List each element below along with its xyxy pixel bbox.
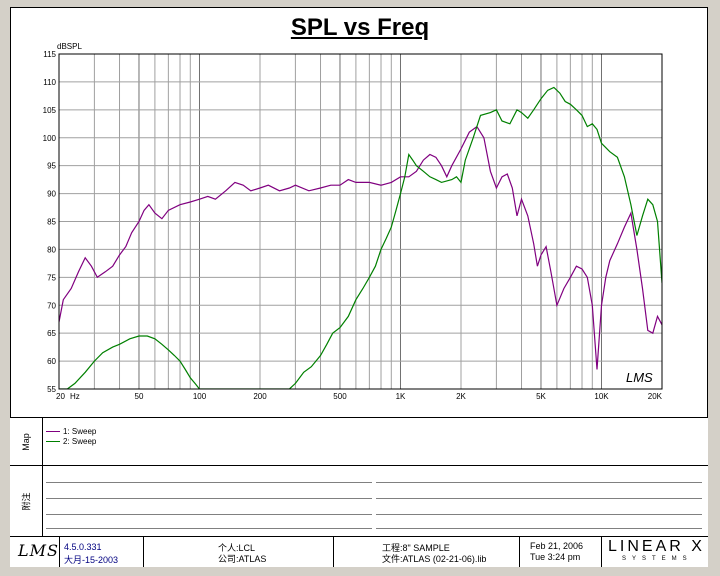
plot-border [58,53,663,390]
chart-grid [58,53,663,390]
project-label: 工程: [382,543,403,553]
footer-project-cell: 工程:8" SAMPLE 文件:ATLAS (02-21-06).lib [334,537,520,567]
map-label: Map [20,433,31,451]
note-line[interactable] [46,498,372,499]
notes-label: 附注 [21,492,32,511]
y-tick-label: 110 [43,78,56,87]
footer-date-cell: Feb 21, 2006 Tue 3:24 pm [520,537,602,567]
project-value: 8" SAMPLE [402,543,450,553]
series-line-1 [59,125,662,370]
x-tick-label: 10K [594,392,609,401]
y-tick-label: 70 [47,301,56,310]
note-line[interactable] [46,514,372,515]
x-axis-unit: Hz [70,392,80,401]
y-tick-label: 65 [47,329,56,338]
notes-label-box: 附注 [10,466,43,537]
x-tick-label: 1K [396,392,406,401]
version-date: 大月-15-2003 [64,555,119,565]
x-tick-label: 500 [333,392,347,401]
footer-logo-cell: LMS [10,537,60,567]
y-tick-label: 95 [47,162,56,171]
company-label: 公司: [218,554,239,564]
note-line[interactable] [376,528,702,529]
footer: LMS 4.5.0.331 大月-15-2003 个人:LCL 公司:ATLAS… [10,536,708,567]
y-tick-label: 100 [43,134,57,143]
y-tick-label: 55 [47,385,56,394]
version-text: 4.5.0.331 [64,542,102,552]
note-line[interactable] [376,482,702,483]
y-axis-label: dBSPL [57,42,82,51]
map-label-box: Map [10,418,43,466]
y-tick-label: 75 [47,273,56,282]
note-line[interactable] [376,498,702,499]
x-tick-label: 200 [253,392,267,401]
map-panel: Map 1: Sweep 2: Sweep [10,417,708,466]
y-tick-label: 105 [43,106,57,115]
footer-person-cell: 个人:LCL 公司:ATLAS [144,537,334,567]
chart-tick-labels: 55 60 65 70 75 80 85 90 95 100 105 110 115 20 50 100 200… [43,50,663,401]
legend-swatch-2 [46,440,60,442]
file-label: 文件: [382,554,403,564]
footer-vendor-cell: LINEAR X SYSTEMS [602,537,708,567]
y-tick-label: 85 [47,218,56,227]
y-tick-label: 115 [43,50,56,59]
lms-logo: LMS [18,541,59,560]
x-tick-label: 20 [56,392,65,401]
note-line[interactable] [46,528,372,529]
legend-item[interactable]: 1: Sweep [46,426,96,436]
file-row: 文件:ATLAS (02-21-06).lib [382,552,486,565]
x-tick-label: 100 [193,392,207,401]
series-line-2 [59,86,662,389]
company-value: ATLAS [238,554,267,564]
person-value: LCL [238,543,256,553]
chart-series [59,86,662,389]
lms-watermark: LMS [626,370,653,385]
person-row: 个人:LCL [218,541,255,554]
project-row: 工程:8" SAMPLE [382,541,450,554]
linearx-sub: SYSTEMS [622,556,693,562]
legend-item[interactable]: 2: Sweep [46,436,96,446]
chart-title: SPL vs Freq [290,14,430,41]
file-value: ATLAS (02-21-06).lib [402,554,487,564]
date-text: Feb 21, 2006 [530,541,584,551]
x-tick-label: 50 [135,392,144,401]
legend-label-2: 2: Sweep [63,436,97,446]
x-tick-label: 2K [456,392,466,401]
company-row: 公司:ATLAS [218,552,266,565]
linearx-logo: LINEAR X [608,538,705,555]
y-tick-label: 60 [47,357,56,366]
person-label: 个人: [218,543,239,553]
legend-label-1: 1: Sweep [63,426,97,436]
legend: 1: Sweep 2: Sweep [46,426,96,446]
legend-swatch-1 [46,430,60,432]
y-tick-label: 80 [47,245,56,254]
note-line[interactable] [46,482,372,483]
y-tick-label: 90 [47,190,56,199]
note-line[interactable] [376,514,702,515]
x-tick-label: 5K [536,392,546,401]
footer-version-cell: 4.5.0.331 大月-15-2003 [60,537,144,567]
x-tick-label: 20K [648,392,663,401]
notes-panel: 附注 [10,465,708,537]
spl-chart: 55 60 65 70 75 80 85 90 95 100 105 110 115 20 50 100 200… [43,42,663,401]
time-text: Tue 3:24 pm [530,552,581,562]
